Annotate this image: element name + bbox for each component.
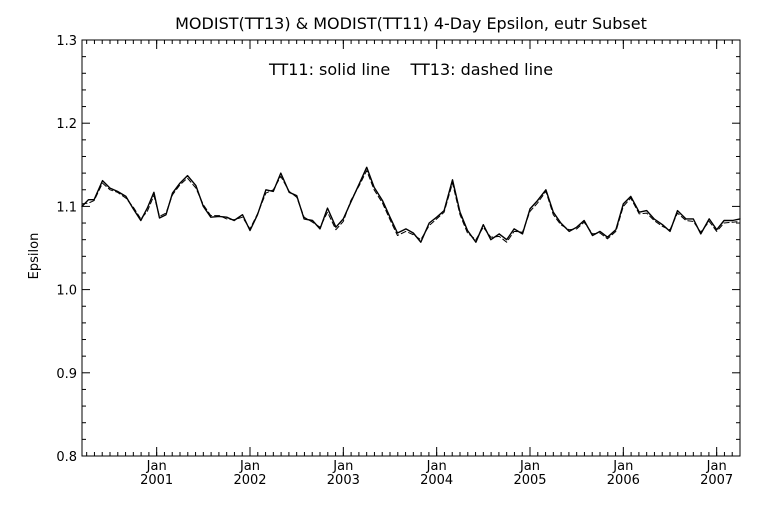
y-axis-label: Epsilon	[27, 233, 42, 280]
x-tick-label-month: Jan	[519, 459, 540, 474]
x-tick-label-month: Jan	[146, 459, 167, 474]
y-tick-label: 0.9	[56, 367, 77, 382]
x-tick-label-year: 2002	[233, 473, 266, 488]
x-tick-label-year: 2003	[327, 473, 360, 488]
x-tick-label-month: Jan	[332, 459, 353, 474]
x-tick-label-year: 2007	[700, 473, 733, 488]
series-line-tt11	[81, 166, 741, 243]
x-tick-label-month: Jan	[239, 459, 260, 474]
plot-frame	[81, 39, 741, 457]
x-axis: Jan2001Jan2002Jan2003Jan2004Jan2005Jan20…	[86, 40, 741, 488]
x-tick-label-year: 2004	[420, 473, 453, 488]
x-tick-label-year: 2005	[513, 473, 546, 488]
y-tick-label: 0.8	[56, 450, 77, 465]
x-tick-label-month: Jan	[706, 459, 727, 474]
line-style-annotation: TT11: solid line TT13: dashed line	[268, 60, 553, 79]
x-tick-label-month: Jan	[612, 459, 633, 474]
y-axis: 0.8 0.9 1.0 1.1 1.2 1.3	[56, 34, 740, 465]
x-tick-label-month: Jan	[426, 459, 447, 474]
y-tick-label: 1.2	[56, 117, 77, 132]
series-line-tt13	[81, 170, 741, 243]
x-tick-label-year: 2006	[607, 473, 640, 488]
x-tick-label-year: 2001	[140, 473, 173, 488]
y-tick-label: 1.3	[56, 34, 77, 49]
y-tick-label: 1.0	[56, 284, 77, 299]
series-group	[81, 166, 741, 243]
chart-title: MODIST(TT13) & MODIST(TT11) 4-Day Epsilo…	[175, 14, 647, 33]
y-tick-label: 1.1	[56, 200, 77, 215]
